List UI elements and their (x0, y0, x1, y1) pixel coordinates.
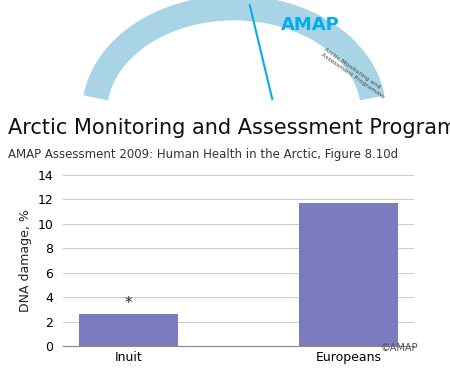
Text: AMAP Assessment 2009: Human Health in the Arctic, Figure 8.10d: AMAP Assessment 2009: Human Health in th… (8, 148, 398, 161)
Bar (79, 314, 178, 346)
Text: *: * (125, 295, 132, 311)
Bar (299, 203, 398, 346)
Text: Arctic Monitoring and
Assessment Programme: Arctic Monitoring and Assessment Program… (320, 47, 388, 99)
Text: ©AMAP: ©AMAP (381, 343, 418, 353)
Text: AMAP: AMAP (281, 16, 340, 34)
Y-axis label: DNA damage, %: DNA damage, % (19, 209, 32, 312)
Text: Arctic Monitoring and Assessment Programme: Arctic Monitoring and Assessment Program… (8, 118, 450, 138)
